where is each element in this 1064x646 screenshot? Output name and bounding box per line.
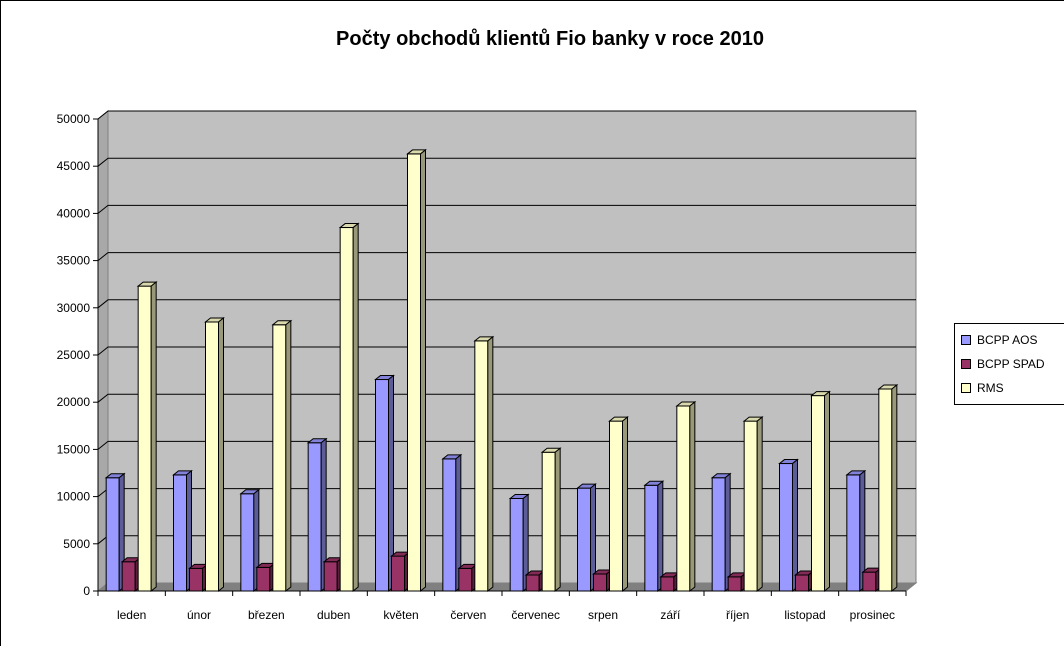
legend-item-rms: RMS xyxy=(961,378,1004,398)
bar xyxy=(676,405,691,592)
legend-swatch-rms xyxy=(961,383,971,393)
bar-side xyxy=(554,447,561,593)
bar xyxy=(307,442,322,592)
y-tick-label: 15000 xyxy=(57,442,91,456)
y-tick-label: 25000 xyxy=(57,348,91,362)
bar xyxy=(137,285,152,592)
bar xyxy=(339,227,354,592)
y-tick-label: 20000 xyxy=(57,395,91,409)
y-tick-label: 30000 xyxy=(57,301,91,315)
gridline xyxy=(97,157,916,167)
x-tick-label: září xyxy=(660,608,681,622)
bar xyxy=(442,458,457,592)
y-tick-label: 0 xyxy=(83,584,90,598)
bar-side xyxy=(824,390,830,593)
bar xyxy=(811,395,825,592)
bar xyxy=(256,566,271,592)
bar xyxy=(743,420,758,592)
bar xyxy=(711,477,726,592)
bar xyxy=(391,555,405,592)
legend-label-rms: RMS xyxy=(977,381,1004,395)
bar xyxy=(509,497,524,592)
bar xyxy=(205,321,219,592)
chart-legend: BCPP AOS BCPP SPAD RMS xyxy=(954,323,1064,405)
bar xyxy=(644,484,659,592)
gridline xyxy=(97,440,916,450)
bar-side xyxy=(622,416,628,593)
legend-label-bcpp-aos: BCPP AOS xyxy=(977,333,1038,347)
bar-side xyxy=(487,335,494,593)
bar xyxy=(593,573,607,592)
bar-side xyxy=(891,383,898,593)
gridline xyxy=(97,346,916,356)
bar xyxy=(609,420,623,592)
bar xyxy=(272,324,287,592)
y-tick-label: 10000 xyxy=(57,490,91,504)
gridline xyxy=(97,393,916,403)
legend-item-bcpp-spad: BCPP SPAD xyxy=(961,354,1045,374)
bar xyxy=(846,474,861,592)
bar-side xyxy=(756,416,763,593)
legend-swatch-bcpp-spad xyxy=(961,359,971,369)
bar xyxy=(375,379,389,592)
gridline xyxy=(97,252,916,261)
bar xyxy=(173,474,187,592)
y-tick-label: 35000 xyxy=(57,254,91,268)
bar-side xyxy=(657,480,664,593)
bar xyxy=(407,153,421,592)
bar xyxy=(458,567,473,592)
x-tick-label: říjen xyxy=(726,608,749,622)
bar xyxy=(240,493,255,592)
x-tick-label: duben xyxy=(317,608,350,622)
bar xyxy=(660,576,675,592)
y-tick-label: 45000 xyxy=(57,159,91,173)
bar xyxy=(577,487,591,592)
x-tick-label: prosinec xyxy=(850,608,895,622)
bar xyxy=(878,388,893,592)
x-tick-label: leden xyxy=(117,608,146,622)
bar-side xyxy=(352,222,359,593)
bar xyxy=(795,574,809,592)
x-tick-label: červen xyxy=(450,608,486,622)
bar xyxy=(525,574,540,592)
bar xyxy=(121,561,136,592)
bar-side xyxy=(792,458,798,593)
bar xyxy=(189,567,203,592)
legend-swatch-bcpp-aos xyxy=(961,335,971,345)
bar xyxy=(474,340,489,592)
bar xyxy=(862,571,877,592)
chart-title: Počty obchodů klientů Fio banky v roce 2… xyxy=(336,28,764,50)
x-tick-label: březen xyxy=(248,608,285,622)
x-tick-label: červenec xyxy=(511,608,560,622)
y-tick-label: 40000 xyxy=(57,206,91,220)
bar-side xyxy=(689,400,696,593)
bar-side xyxy=(150,281,157,593)
bar xyxy=(323,561,338,592)
gridline xyxy=(97,204,916,214)
bar xyxy=(105,477,120,592)
bar-side xyxy=(420,148,426,593)
y-tick-label: 50000 xyxy=(57,112,91,126)
bar xyxy=(779,463,793,592)
bar-side xyxy=(218,316,224,593)
x-tick-label: srpen xyxy=(588,608,618,622)
gridline xyxy=(97,299,916,309)
x-tick-label: květen xyxy=(383,608,418,622)
legend-label-bcpp-spad: BCPP SPAD xyxy=(977,357,1045,371)
bar-side xyxy=(724,472,731,593)
bar-side xyxy=(285,319,292,593)
bar xyxy=(727,576,742,592)
legend-item-bcpp-aos: BCPP AOS xyxy=(961,330,1037,350)
x-tick-label: listopad xyxy=(784,608,825,622)
x-tick-label: únor xyxy=(187,608,211,622)
gridline xyxy=(97,110,916,120)
y-tick-label: 5000 xyxy=(63,537,90,551)
bar xyxy=(541,451,556,592)
